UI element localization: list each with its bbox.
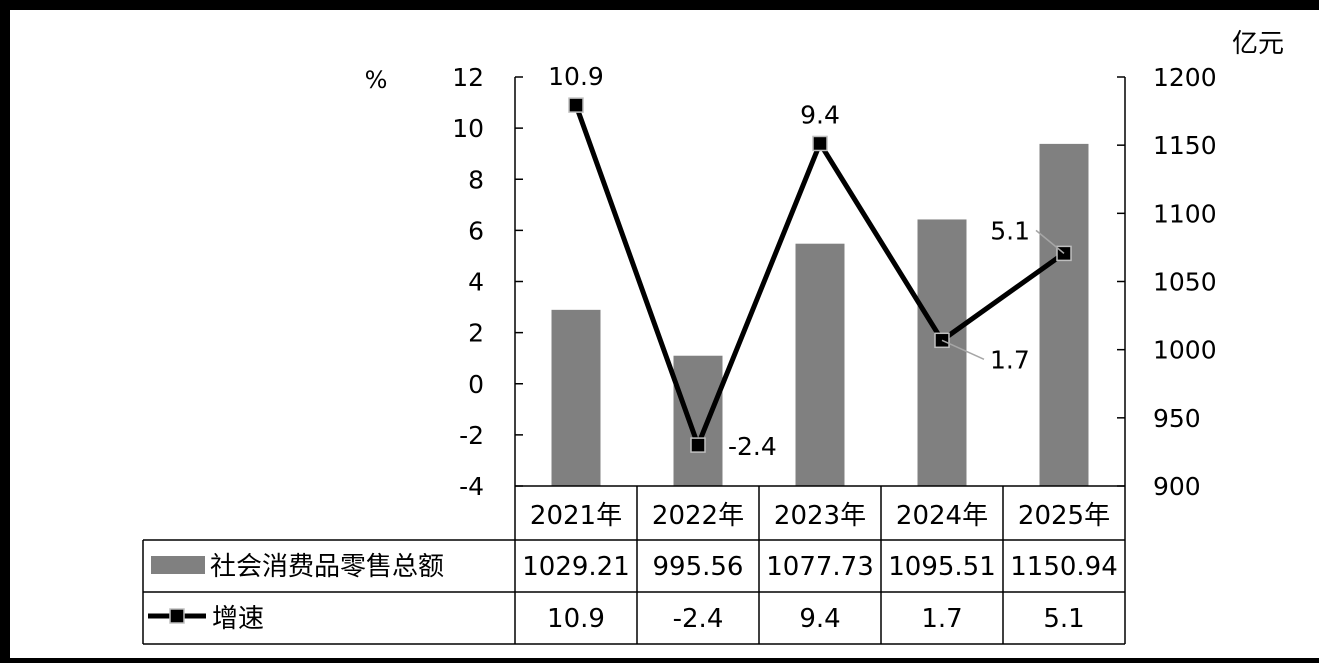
growth-marker [690, 437, 706, 453]
growth-marker [812, 135, 828, 152]
category-label: 2024年 [896, 501, 988, 531]
legend-key-retail [151, 556, 205, 574]
growth-data-label: -2.4 [728, 432, 777, 461]
category-label: 2025年 [1018, 501, 1110, 531]
right-tick-label: 950 [1153, 404, 1201, 433]
table-cell-growth: 9.4 [799, 604, 840, 634]
left-tick-label: 6 [468, 216, 484, 245]
legend-label-retail: 社会消费品零售总额 [210, 552, 444, 582]
right-tick-label: 1100 [1153, 199, 1217, 228]
bar-2021年 [551, 309, 601, 486]
right-tick-label: 1150 [1153, 131, 1217, 160]
left-tick-label: 10 [452, 114, 484, 143]
left-tick-label: 4 [468, 268, 484, 297]
label-leader-line [1035, 229, 1065, 254]
table-cell-retail: 1095.51 [888, 552, 996, 582]
growth-marker [568, 97, 584, 113]
left-tick-label: -4 [459, 472, 484, 501]
right-axis-unit: 亿元 [1232, 29, 1284, 59]
bar-2022年 [673, 355, 723, 486]
bar-2025年 [1039, 143, 1089, 486]
table-cell-growth: 5.1 [1043, 604, 1084, 634]
label-leader-line [941, 339, 985, 360]
table-cell-retail: 1029.21 [522, 552, 630, 582]
right-tick-label: 900 [1153, 472, 1201, 501]
right-tick-label: 1000 [1153, 336, 1217, 365]
table-cell-growth: 10.9 [547, 604, 605, 634]
left-tick-label: -2 [459, 421, 484, 450]
left-tick-label: 0 [468, 370, 484, 399]
table-cell-retail: 1150.94 [1010, 552, 1118, 582]
category-label: 2023年 [774, 501, 866, 531]
table-cell-growth: 1.7 [921, 604, 962, 634]
growth-data-label: 1.7 [990, 345, 1030, 374]
right-tick-label: 1050 [1153, 268, 1217, 297]
table-cell-growth: -2.4 [673, 604, 724, 634]
table-cell-retail: 995.56 [653, 552, 744, 582]
growth-data-label: 10.9 [548, 62, 604, 91]
legend-label-growth: 增速 [212, 604, 264, 634]
left-tick-label: 12 [452, 63, 484, 92]
left-axis-unit: % [365, 66, 388, 94]
right-tick-label: 1200 [1153, 63, 1217, 92]
left-tick-label: 8 [468, 165, 484, 194]
growth-data-label: 9.4 [800, 100, 840, 129]
category-label: 2021年 [530, 501, 622, 531]
bar-2023年 [795, 243, 845, 486]
bar-2024年 [917, 219, 967, 486]
left-tick-label: 2 [468, 319, 484, 348]
table-cell-retail: 1077.73 [766, 552, 874, 582]
legend-key-growth-marker [169, 608, 185, 624]
category-label: 2022年 [652, 501, 744, 531]
growth-data-label: 5.1 [990, 216, 1030, 245]
